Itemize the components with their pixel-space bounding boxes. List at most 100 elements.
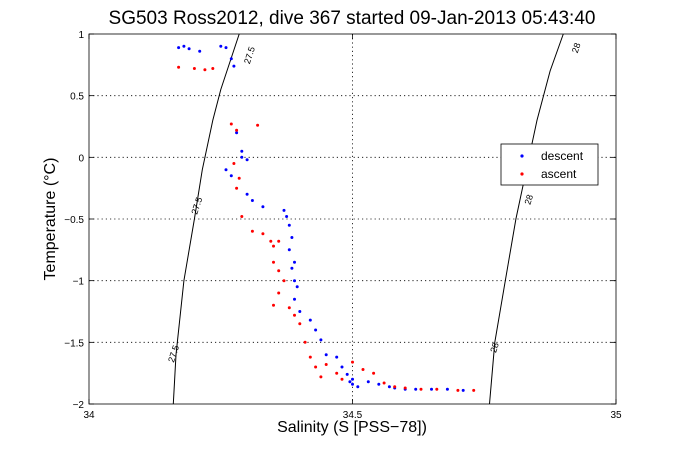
descent-point (219, 44, 223, 48)
ascent-point (472, 388, 476, 392)
descent-point (348, 380, 352, 384)
descent-point (298, 310, 302, 313)
descent-point (377, 382, 381, 386)
legend-marker-descent (520, 154, 524, 158)
axis-ticks: 34 34.5 35 −2 −1.5 −1 −0.5 0 0.5 1 (64, 30, 622, 421)
y-tick-label: 0 (78, 153, 84, 164)
legend-box (500, 143, 599, 186)
descent-point (308, 318, 312, 322)
y-tick-label: −0.5 (64, 215, 84, 226)
ascent-point (351, 360, 354, 364)
grid-lines (89, 34, 616, 404)
descent-point (287, 248, 291, 252)
ascent-point (308, 355, 312, 359)
legend-label-descent: descent (541, 149, 584, 163)
ascent-point (335, 371, 339, 375)
ascent-point (277, 269, 281, 273)
legend: descent ascent (500, 143, 599, 186)
descent-point (295, 285, 299, 289)
descent-point (387, 385, 391, 389)
ascent-point (177, 65, 181, 69)
ascent-point (269, 239, 273, 243)
ascent-point (372, 371, 376, 375)
descent-point (235, 131, 239, 135)
contour-label: 28 (488, 341, 501, 354)
chart-title: SG503 Ross2012, dive 367 started 09-Jan-… (109, 8, 596, 29)
descent-point (285, 215, 289, 218)
descent-point (287, 223, 291, 227)
ascent-point (229, 122, 233, 126)
ascent-point (211, 67, 215, 70)
descent-point (224, 168, 228, 172)
ascent-point (277, 239, 281, 243)
x-axis-label: Salinity (S [PSS−78]) (277, 419, 427, 436)
ascent-point (324, 363, 328, 366)
descent-point (232, 64, 236, 68)
y-tick-label: −1 (73, 277, 85, 288)
ascent-point (314, 365, 318, 369)
ascent-point (237, 176, 241, 180)
ascent-point (393, 385, 397, 389)
descent-point (250, 199, 254, 202)
ascent-point (203, 68, 207, 72)
ascent-point (261, 232, 265, 236)
ascent-point (235, 128, 239, 132)
ascent-point (287, 306, 291, 310)
descent-point (430, 387, 433, 391)
descent-point (340, 365, 344, 369)
descent-point (290, 236, 294, 239)
y-tick-label: 1 (78, 30, 84, 41)
descent-point (414, 387, 418, 391)
descent-point (461, 388, 465, 392)
ascent-point (403, 386, 407, 390)
descent-point (356, 385, 360, 389)
ascent-point (240, 215, 244, 218)
descent-point (240, 155, 244, 159)
ascent-point (282, 279, 286, 283)
descent-point (366, 380, 370, 384)
ascent-point (293, 313, 296, 317)
ascent-point (382, 381, 386, 385)
descent-point (224, 46, 228, 50)
ascent-point (272, 244, 275, 248)
legend-label-ascent: ascent (541, 167, 577, 181)
descent-point (351, 377, 354, 381)
contour-line-27.5 (172, 33, 240, 405)
descent-point (229, 57, 233, 61)
ascent-point (340, 377, 344, 381)
descent-point (282, 208, 286, 212)
descent-point (245, 158, 249, 162)
x-tick-label: 34 (83, 410, 95, 421)
descent-point (335, 355, 339, 359)
data-points (177, 44, 476, 392)
ascent-point (272, 260, 275, 264)
ascent-point (319, 375, 323, 379)
ascent-point (435, 387, 439, 391)
ascent-point (298, 322, 302, 326)
contour-label: 28 (523, 193, 536, 206)
ascent-point (456, 388, 460, 392)
descent-point (245, 192, 249, 196)
x-tick-label: 35 (610, 410, 622, 421)
descent-point (351, 382, 354, 386)
ascent-point (256, 123, 260, 127)
descent-point (229, 174, 233, 178)
ascent-point (303, 340, 307, 344)
y-tick-label: 0.5 (70, 92, 84, 103)
ascent-point (277, 291, 281, 295)
legend-marker-ascent (520, 172, 524, 176)
descent-point (314, 328, 318, 332)
contour-label: 28 (570, 42, 583, 55)
descent-point (187, 47, 191, 51)
y-tick-label: −2 (73, 400, 85, 411)
descent-point (198, 49, 202, 53)
descent-point (293, 279, 296, 283)
plot-frame (88, 33, 617, 405)
y-axis-label: Temperature (°C) (42, 158, 59, 281)
x-tick-label: 34.5 (343, 410, 363, 421)
descent-point (290, 266, 294, 270)
ascent-point (232, 162, 236, 165)
ascent-point (192, 67, 196, 70)
